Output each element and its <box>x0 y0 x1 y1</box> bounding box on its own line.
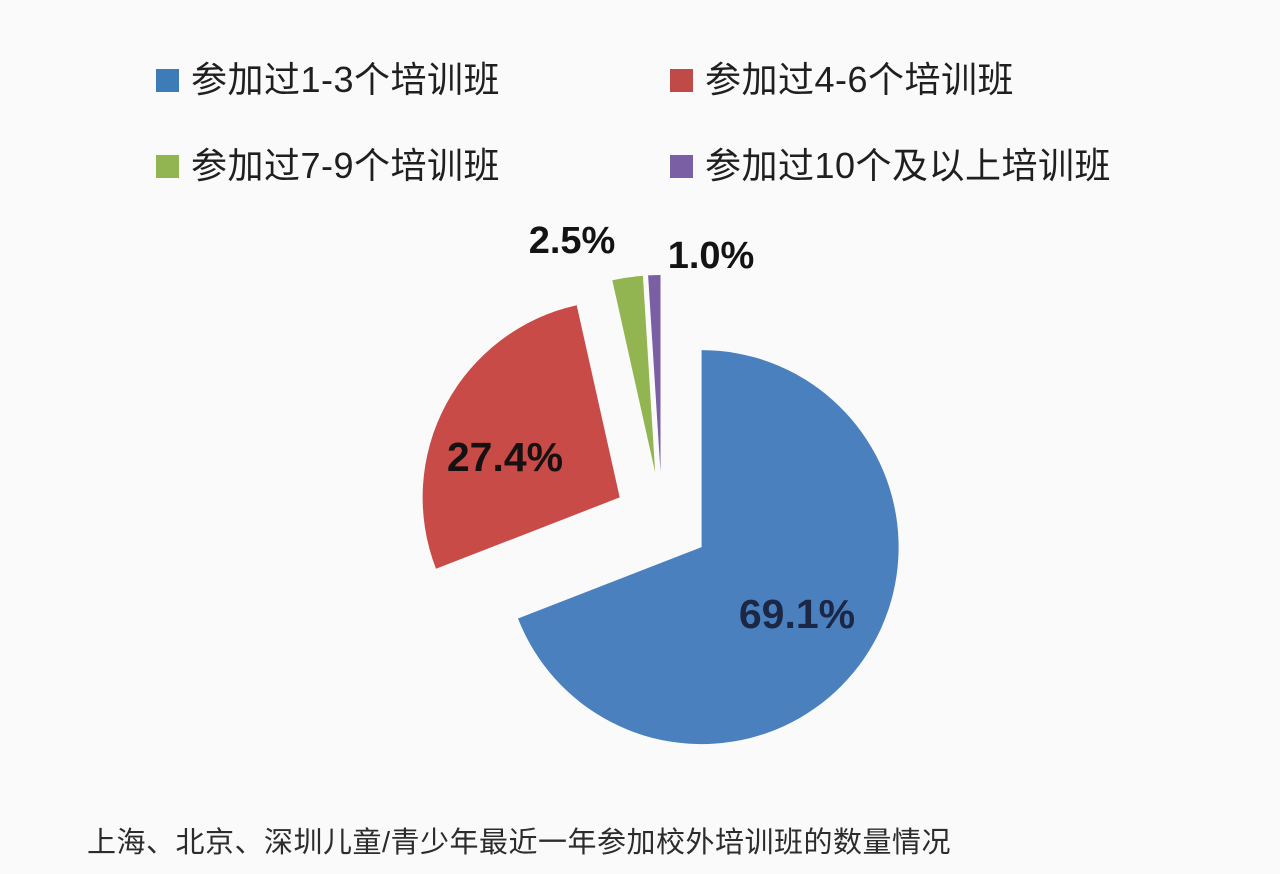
legend-swatch-green-icon <box>156 154 179 178</box>
legend-label: 参加过4-6个培训班 <box>705 59 1015 100</box>
legend-swatch-red-icon <box>670 68 693 92</box>
pie-value-label: 1.0% <box>668 235 755 277</box>
legend-item-4-6-classes: 参加过4-6个培训班 <box>670 62 1014 98</box>
legend-item-7-9-classes: 参加过7-9个培训班 <box>156 148 500 184</box>
pie-slice-1-3-classes <box>518 350 899 745</box>
legend-item-1-3-classes: 参加过1-3个培训班 <box>156 62 500 98</box>
legend-label: 参加过10个及以上培训班 <box>705 145 1112 186</box>
legend-swatch-blue-icon <box>156 68 179 92</box>
chart-caption: 上海、北京、深圳儿童/青少年最近一年参加校外培训班的数量情况 <box>87 827 952 859</box>
legend-item-10-plus-classes: 参加过10个及以上培训班 <box>670 148 1111 184</box>
pie-slice-10-plus-classes <box>648 275 661 472</box>
pie-value-label: 27.4% <box>447 434 563 480</box>
pie-value-label: 69.1% <box>739 591 855 637</box>
legend-label: 参加过7-9个培训班 <box>191 145 501 186</box>
legend-swatch-purple-icon <box>670 154 693 178</box>
legend-label: 参加过1-3个培训班 <box>191 59 501 100</box>
pie-value-label: 2.5% <box>529 220 616 262</box>
pie-slice-7-9-classes <box>612 275 656 473</box>
pie-slice-4-6-classes <box>422 305 620 569</box>
